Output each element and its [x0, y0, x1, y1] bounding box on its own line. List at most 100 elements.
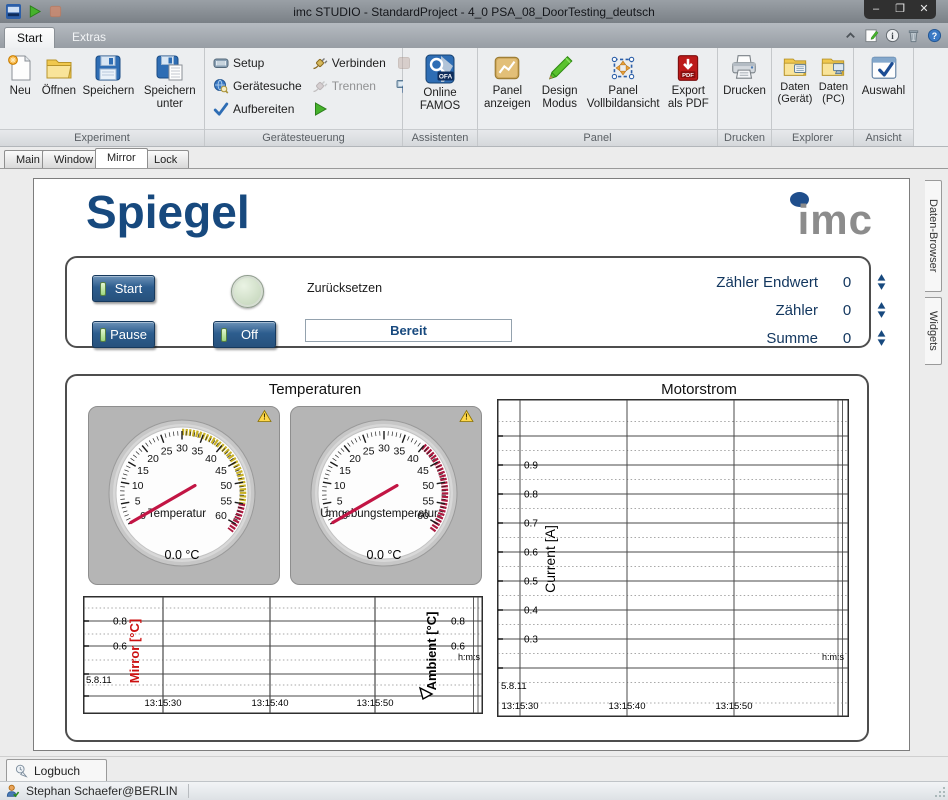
- stop-measurement-small-button[interactable]: [394, 54, 414, 72]
- tab-window[interactable]: Window: [42, 150, 106, 168]
- ribbon-tab-start[interactable]: Start: [4, 27, 56, 48]
- disconnect-icon: [312, 78, 328, 94]
- geraetesuche-button[interactable]: Gerätesuche: [211, 77, 304, 95]
- zaehler-endwert-value[interactable]: 0: [842, 273, 852, 291]
- zaehler-spinner[interactable]: [876, 301, 887, 319]
- open-folder-icon: [44, 53, 74, 83]
- svg-text:35: 35: [192, 445, 204, 457]
- collapse-ribbon-icon[interactable]: [843, 28, 858, 43]
- auswahl-button[interactable]: Auswahl: [860, 50, 907, 98]
- info-icon[interactable]: i: [885, 28, 900, 43]
- close-button[interactable]: ✕: [919, 3, 929, 15]
- summe-value[interactable]: 0: [842, 329, 852, 347]
- logbuch-tab[interactable]: Logbuch: [6, 759, 107, 782]
- svg-text:OFA: OFA: [439, 74, 453, 81]
- daten-pc-button[interactable]: Daten (PC): [816, 50, 851, 106]
- start-button[interactable]: Start: [92, 275, 155, 302]
- group-label-geraetesteuerung: Gerätesteuerung: [205, 129, 402, 146]
- edit-note-icon[interactable]: [864, 28, 879, 43]
- sidebar-tab-daten-browser[interactable]: Daten-Browser: [925, 180, 942, 292]
- panel-vollbild-button[interactable]: Panel Vollbildansicht: [585, 50, 662, 111]
- verbinden-button[interactable]: Verbinden: [310, 54, 388, 72]
- svg-text:0.8: 0.8: [113, 617, 127, 628]
- svg-text:40: 40: [205, 453, 217, 465]
- svg-text:?: ?: [932, 31, 937, 41]
- gauge-temperatur[interactable]: !051015202530354045505560Temperatur0.0 °…: [88, 406, 280, 585]
- save-as-icon: [155, 53, 185, 83]
- ribbon-group-geraetesteuerung: Setup Gerätesuche Aufbereiten Verbinden: [205, 48, 412, 146]
- status-indicator-lamp[interactable]: [231, 275, 264, 308]
- svg-text:13:15:50: 13:15:50: [357, 698, 394, 709]
- svg-text:0.8: 0.8: [451, 617, 465, 628]
- panel-anzeigen-button[interactable]: Panel anzeigen: [480, 50, 535, 111]
- svg-text:45: 45: [417, 465, 429, 477]
- motorstrom-chart[interactable]: 0.9 0.8 0.7 0.6 0.5 0.4 0.3 Current [A] h:m:s 5.8…: [497, 399, 849, 717]
- maximize-button[interactable]: ❐: [895, 3, 905, 15]
- tab-mirror[interactable]: Mirror: [95, 148, 148, 168]
- status-bar: Stephan Schaefer@BERLIN: [0, 781, 948, 800]
- svg-text:0.6: 0.6: [451, 642, 465, 653]
- off-button[interactable]: Off: [213, 321, 276, 348]
- folder-pc-icon: [820, 53, 846, 79]
- help-icon[interactable]: ?: [927, 28, 942, 43]
- oeffnen-button[interactable]: Öffnen: [40, 50, 78, 98]
- svg-text:20: 20: [349, 453, 361, 465]
- logbook-row: Logbuch: [0, 756, 948, 782]
- gauge-umgebungstemperatur[interactable]: !051015202530354045505560Umgebungstemper…: [290, 406, 482, 585]
- svg-text:30: 30: [176, 443, 188, 455]
- stop-measurement-icon[interactable]: [48, 4, 63, 19]
- prepare-check-icon: [213, 101, 229, 117]
- svg-text:55: 55: [220, 495, 232, 507]
- start-measurement-small-button[interactable]: [310, 100, 388, 118]
- charts-group-box: Temperaturen Motorstrom !051015202530354…: [65, 374, 869, 742]
- setup-button[interactable]: Setup: [211, 54, 304, 72]
- trennen-button[interactable]: Trennen: [310, 77, 388, 95]
- resize-grip-icon[interactable]: [934, 786, 946, 798]
- window-title: imc STUDIO - StandardProject - 4_0 PSA_0…: [293, 4, 655, 19]
- ribbon-tab-row: Start Extras i ?: [0, 23, 948, 48]
- tab-lock[interactable]: Lock: [142, 150, 190, 168]
- design-modus-button[interactable]: Design Modus: [535, 50, 585, 111]
- svg-text:!: !: [465, 413, 468, 422]
- user-icon: [6, 784, 20, 798]
- title-bar: imc STUDIO - StandardProject - 4_0 PSA_0…: [0, 0, 948, 23]
- speichern-button[interactable]: Speichern: [81, 50, 137, 98]
- svg-text:10: 10: [334, 480, 346, 492]
- sidebar-tab-widgets[interactable]: Widgets: [925, 297, 942, 365]
- zaehler-value[interactable]: 0: [842, 301, 852, 319]
- svg-text:13:15:30: 13:15:30: [145, 698, 182, 709]
- printer-icon: [729, 53, 759, 83]
- daten-geraet-button[interactable]: Daten (Gerät): [774, 50, 816, 106]
- pause-button[interactable]: Pause: [92, 321, 155, 348]
- svg-text:25: 25: [161, 445, 173, 457]
- minimize-button[interactable]: –: [872, 3, 880, 15]
- drucken-button[interactable]: Drucken: [721, 50, 768, 98]
- start-measurement-icon[interactable]: [27, 4, 42, 19]
- speichern-unter-button[interactable]: Speichern unter: [139, 50, 201, 111]
- trash-icon[interactable]: [906, 28, 921, 43]
- selection-check-icon: [869, 53, 899, 83]
- ribbon-tab-extras[interactable]: Extras: [72, 30, 107, 44]
- ribbon-group-experiment: Neu Öffnen Speichern Speichern unter Exp…: [0, 48, 205, 146]
- svg-text:Mirror [°C]: Mirror [°C]: [127, 619, 142, 683]
- zaehler-endwert-spinner[interactable]: [876, 273, 887, 291]
- group-label-drucken: Drucken: [718, 129, 771, 146]
- svg-text:40: 40: [407, 453, 419, 465]
- folder-device-icon: [782, 53, 808, 79]
- export-pdf-button[interactable]: PDF Export als PDF: [662, 50, 715, 111]
- panel-page: Spiegel imc Start Pause Off Zurücksetzen: [33, 178, 910, 751]
- summe-spinner[interactable]: [876, 329, 887, 347]
- logbook-icon: [15, 764, 29, 778]
- status-field: Bereit: [305, 319, 512, 342]
- new-document-icon: [5, 53, 35, 83]
- neu-button[interactable]: Neu: [3, 50, 37, 98]
- online-famos-button[interactable]: OFA Online FAMOS: [412, 50, 468, 113]
- start-led-icon: [100, 282, 106, 296]
- aufbereiten-button[interactable]: Aufbereiten: [211, 100, 304, 118]
- logged-in-user: Stephan Schaefer@BERLIN: [26, 784, 178, 798]
- svg-text:45: 45: [215, 465, 227, 477]
- app-logo-icon: [6, 4, 21, 19]
- tab-main[interactable]: Main: [4, 150, 52, 168]
- document-tab-strip: Main Window Mirror Lock: [0, 148, 948, 169]
